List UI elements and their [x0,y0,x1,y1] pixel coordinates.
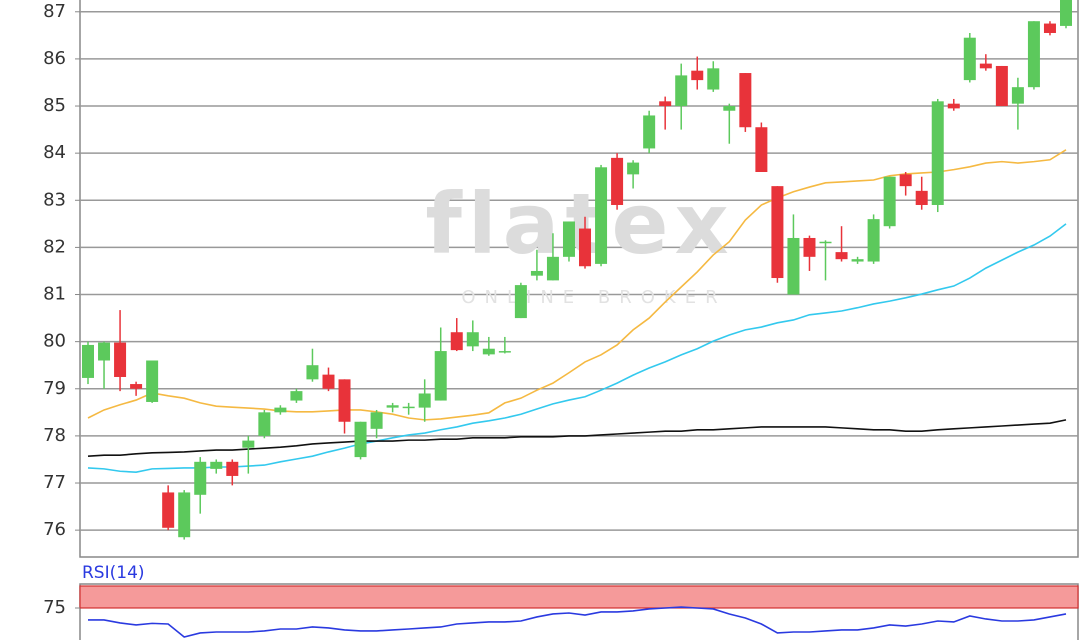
candle-body [1027,21,1040,88]
candle-body [931,101,944,205]
candle-body [947,103,960,109]
series-group [88,606,1067,638]
candle-body [98,342,111,361]
y-tick-label: 85 [43,95,66,116]
candle-body [867,219,880,262]
rsi-panel: RSI(14) 75 [43,563,1079,640]
candle-body [242,440,255,448]
candle-body [723,106,736,111]
candle-body [707,68,720,90]
y-tick-label: 75 [43,597,66,618]
candle-body [739,73,752,128]
line-series [87,223,1067,473]
candle-body [498,351,511,353]
candle-body [466,332,479,347]
candle-body [595,167,608,264]
candle-body [370,412,383,429]
candle-body [162,492,175,528]
candle-body [1011,87,1024,104]
candle-body [659,101,672,107]
candle-body [979,63,992,69]
candle-body [691,70,704,81]
candle-body [995,65,1008,107]
candle-body [514,285,527,319]
candle-body [322,374,335,389]
candle-body [306,365,319,380]
line-series [87,149,1067,421]
candle-body [290,391,303,401]
candle-body [579,228,592,267]
line-series [88,606,1067,638]
candle-body [418,393,431,408]
y-tick-label: 81 [43,284,66,305]
y-tick-label: 82 [43,236,66,257]
candle-body [675,75,688,107]
candle-body [210,461,223,469]
y-tick-label: 76 [43,519,66,540]
candle-body [787,237,800,295]
candle-body [114,342,127,377]
candle-body [819,241,832,244]
candle-body [803,237,816,257]
candle-body [482,348,495,355]
price-panel: 76 77 78 79 80 81 82 83 84 85 86 87 flatex ONLINE BRO… [43,0,1079,558]
y-tick-label: 78 [43,425,66,446]
candle-body [835,252,848,260]
candle-body [562,221,575,257]
candle-body [146,360,159,402]
overbought-band [79,585,1079,609]
watermark-tagline: ONLINE BROKER [461,287,726,308]
candle-body [434,351,447,401]
line-series [87,419,1067,457]
y-tick-label: 87 [43,1,66,22]
watermark-logo: flatex [425,175,734,273]
candle-body [258,412,271,436]
candle-body [899,174,912,187]
candle-body [851,259,864,262]
y-tick-label: 79 [43,378,66,399]
candle-body [130,384,143,389]
candle-body [226,461,239,476]
candle-body [611,157,624,205]
candle-body [546,256,559,281]
candle-body [771,186,784,279]
series-group [82,0,1072,540]
y-tick-label: 77 [43,472,66,493]
y-tick-label: 83 [43,189,66,210]
candle-body [915,190,928,205]
y-tick-label: 84 [43,142,66,163]
candle-body [194,461,207,495]
candle-body [530,270,543,276]
candle-body [338,379,351,422]
candle-body [963,37,976,81]
y-tick-label: 86 [43,48,66,69]
y-tick-label: 80 [43,331,66,352]
candle-body [82,344,94,378]
candle-body [274,407,287,413]
candle-body [402,406,415,409]
candle-body [1060,0,1072,26]
candle-body [643,115,656,149]
candle-body [178,492,191,538]
candle-body [883,176,896,227]
panel-title: RSI(14) [82,563,145,583]
candle-body [755,127,768,173]
candle-body [627,162,640,175]
candle-body [450,332,463,351]
plot-area [79,0,1079,558]
candle-body [1043,23,1056,33]
candle-body [386,405,399,408]
candle-body [354,421,367,458]
